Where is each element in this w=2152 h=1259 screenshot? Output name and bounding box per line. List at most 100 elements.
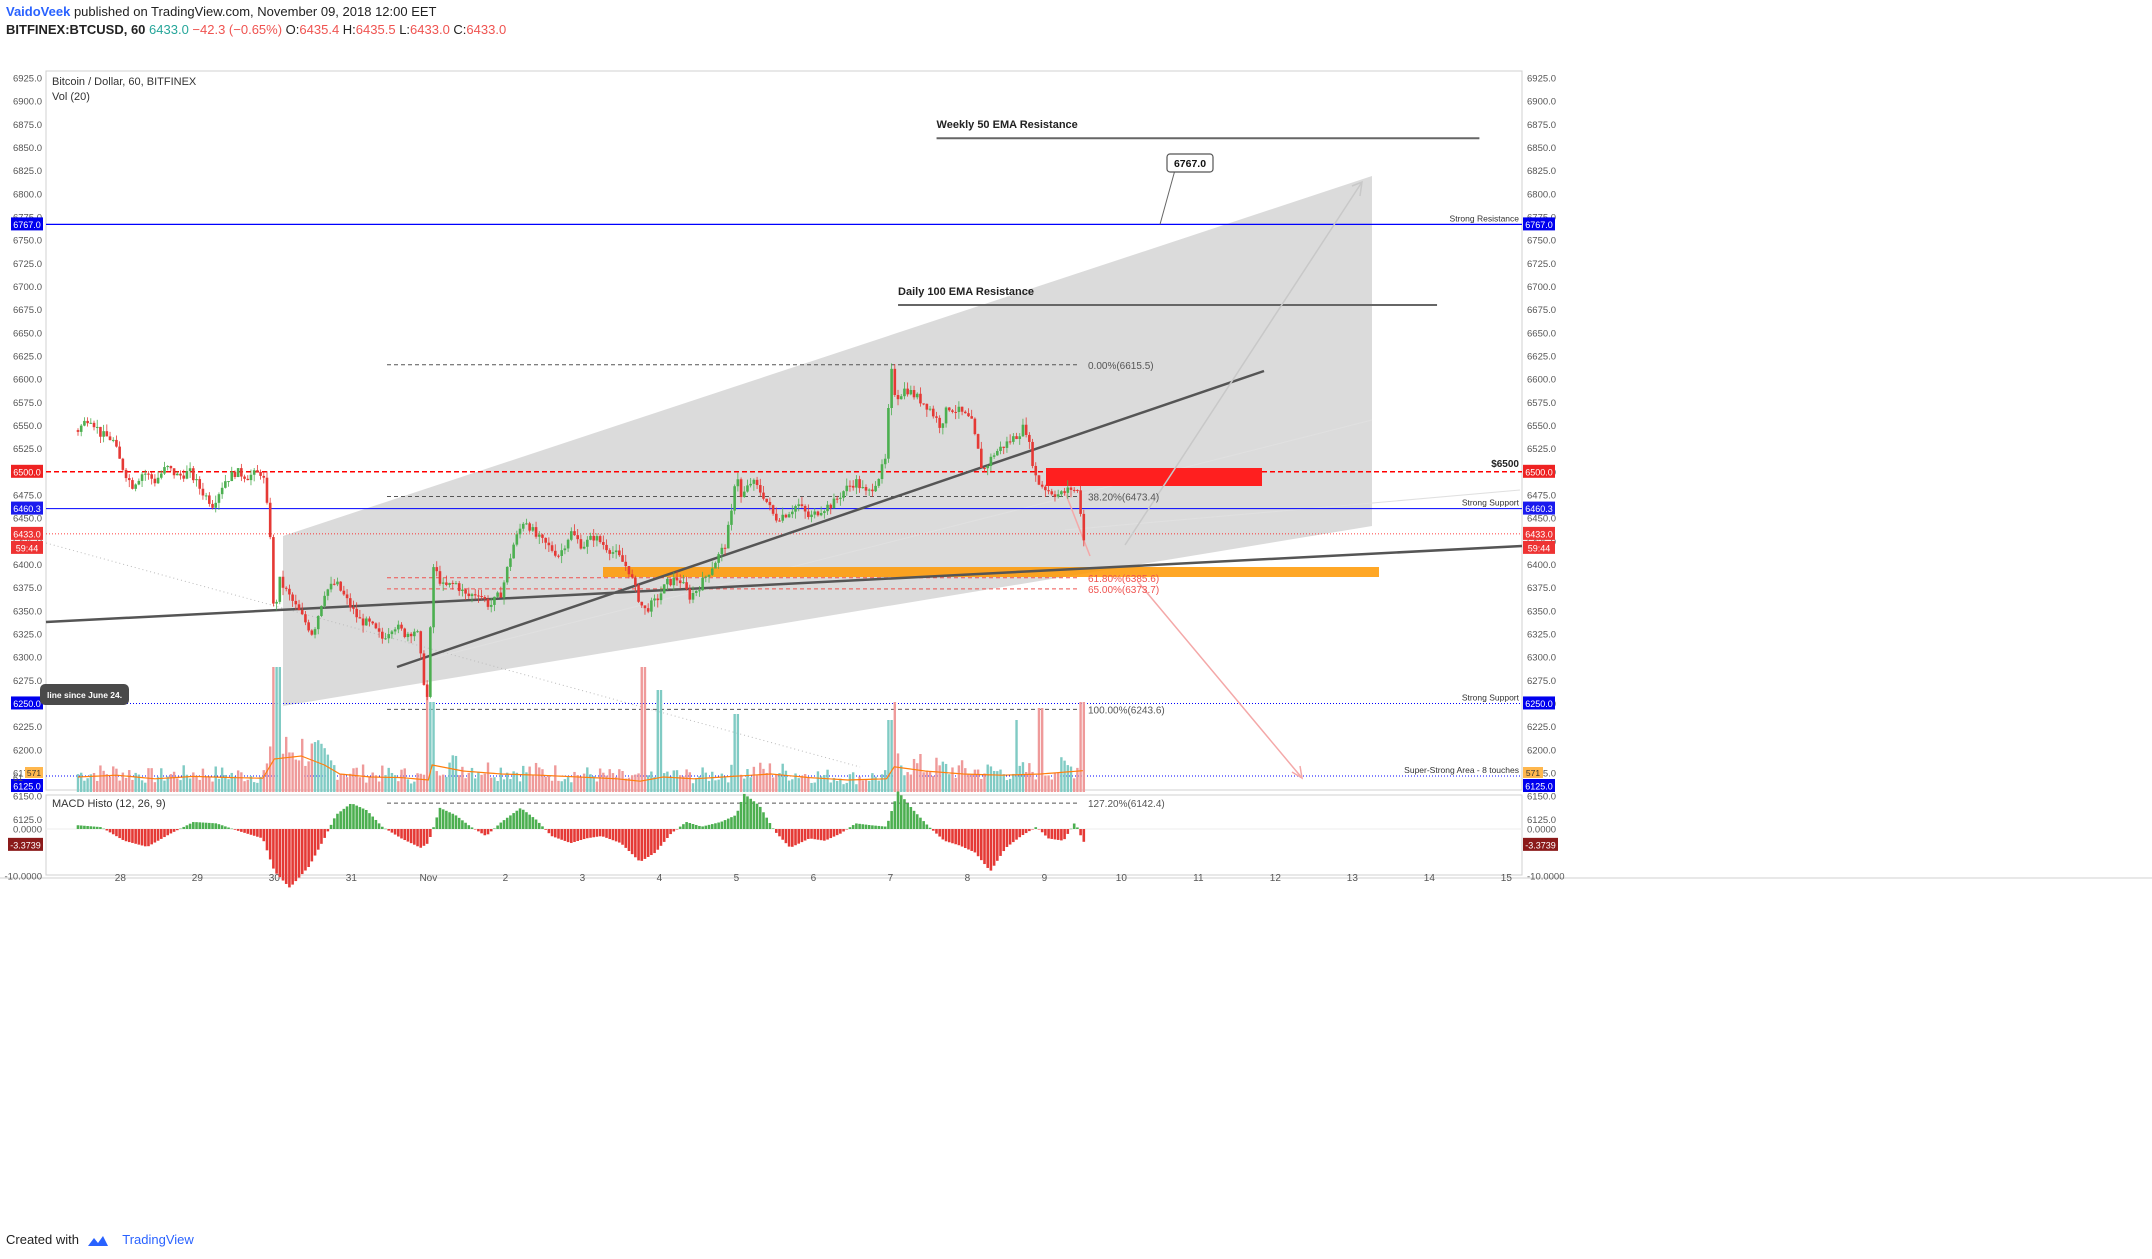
tradingview-brand[interactable]: TradingView xyxy=(122,1232,194,1247)
candle-body xyxy=(1047,490,1050,492)
candle-body xyxy=(233,471,237,477)
macd-bar xyxy=(448,812,451,829)
volume-bar xyxy=(490,777,493,792)
volume-bar xyxy=(640,667,643,792)
candle-body xyxy=(451,582,455,584)
volume-bar xyxy=(707,780,711,792)
macd-bar xyxy=(839,829,842,834)
volume-bar xyxy=(928,771,932,792)
macd-bar xyxy=(208,822,211,829)
volume-bar xyxy=(880,774,884,792)
macd-bar xyxy=(970,829,973,851)
macd-bar xyxy=(435,817,439,829)
macd-bar xyxy=(611,829,615,841)
macd-bar xyxy=(915,814,919,829)
candle-body xyxy=(710,568,714,575)
macd-bar xyxy=(307,829,310,868)
macd-bar xyxy=(192,822,195,829)
candle-body xyxy=(438,571,442,584)
volume-bar xyxy=(912,758,916,792)
price-tick-right: 6475.0 xyxy=(1527,490,1556,501)
candle-body xyxy=(928,408,932,410)
macd-bar xyxy=(720,821,724,829)
volume-bar xyxy=(999,769,1002,792)
macd-bar xyxy=(371,816,374,829)
macd-bar xyxy=(634,829,637,858)
candle-body xyxy=(899,396,903,400)
candle-body xyxy=(198,479,202,489)
candle-body xyxy=(1008,441,1012,443)
candle-body xyxy=(304,614,307,623)
volume-bar xyxy=(448,762,451,792)
macd-bar xyxy=(179,828,182,830)
macd-bar xyxy=(76,825,80,829)
volume-bar xyxy=(493,777,496,792)
volume-bar xyxy=(845,782,848,792)
macd-bar xyxy=(925,824,929,829)
volume-bar xyxy=(813,782,816,792)
price-tick-left: 6850.0 xyxy=(13,143,42,154)
volume-bar xyxy=(220,767,224,792)
macd-bar xyxy=(175,829,179,831)
callout-pointer xyxy=(1159,169,1176,225)
volume-bar xyxy=(172,771,176,792)
candle-body xyxy=(393,629,397,632)
volume-bar xyxy=(1024,771,1028,792)
candle-body xyxy=(381,631,384,639)
candle-body xyxy=(348,598,352,608)
candle-body xyxy=(435,567,439,572)
bear-projection-arrow-1 xyxy=(1064,491,1091,557)
candle-body xyxy=(521,523,525,529)
price-tick-right: 6350.0 xyxy=(1527,606,1556,617)
candle-body xyxy=(883,458,887,465)
volume-bar xyxy=(554,765,557,792)
macd-bar xyxy=(384,828,387,830)
time-tick: 4 xyxy=(657,873,663,884)
macd-bar xyxy=(265,829,269,851)
price-tick-left: 6450.0 xyxy=(13,514,42,525)
close-label: C: xyxy=(453,22,467,37)
volume-bar xyxy=(598,768,602,792)
candle-body xyxy=(1024,424,1028,435)
candle-body xyxy=(845,485,849,492)
publish-text: published on TradingView.com, November 0… xyxy=(73,4,437,19)
candle-body xyxy=(669,578,672,586)
author-link[interactable]: VaidoVeek xyxy=(6,4,71,19)
macd-bar xyxy=(1047,829,1050,839)
volume-bar xyxy=(473,778,477,792)
macd-bar xyxy=(947,829,951,843)
candle-body xyxy=(108,436,112,441)
high-value: 6435.5 xyxy=(355,22,396,37)
candle-body xyxy=(685,582,688,589)
macd-bar xyxy=(316,829,320,850)
candle-body xyxy=(646,608,650,612)
macd-bar xyxy=(1028,829,1031,832)
macd-bar xyxy=(791,829,794,847)
macd-bar xyxy=(797,829,801,844)
price-tick-right: 6750.0 xyxy=(1527,236,1556,247)
candle-body xyxy=(332,583,336,585)
macd-bar xyxy=(400,829,403,839)
macd-bar xyxy=(1008,829,1012,845)
last-price-tag-bg-r xyxy=(1523,526,1555,540)
volume-bar xyxy=(153,782,157,792)
volume-bar xyxy=(675,770,679,792)
candle-body xyxy=(947,407,951,411)
level-6500-tag-r: 6500.0 xyxy=(1525,467,1553,477)
candle-body xyxy=(576,535,579,540)
candle-body xyxy=(256,470,259,472)
price-tick-left: 6825.0 xyxy=(13,166,42,177)
volume-bar xyxy=(855,784,858,792)
volume-bar xyxy=(900,765,903,792)
volume-bar xyxy=(339,774,342,792)
volume-bar xyxy=(291,752,294,792)
macd-bar xyxy=(602,829,605,837)
macd-bar xyxy=(1050,829,1054,839)
volume-bar xyxy=(230,772,233,792)
price-tick-right: 6675.0 xyxy=(1527,305,1556,316)
volume-bar xyxy=(259,776,262,792)
macd-bar xyxy=(326,829,330,832)
macd-bar xyxy=(272,829,275,869)
volume-bar xyxy=(983,773,986,792)
